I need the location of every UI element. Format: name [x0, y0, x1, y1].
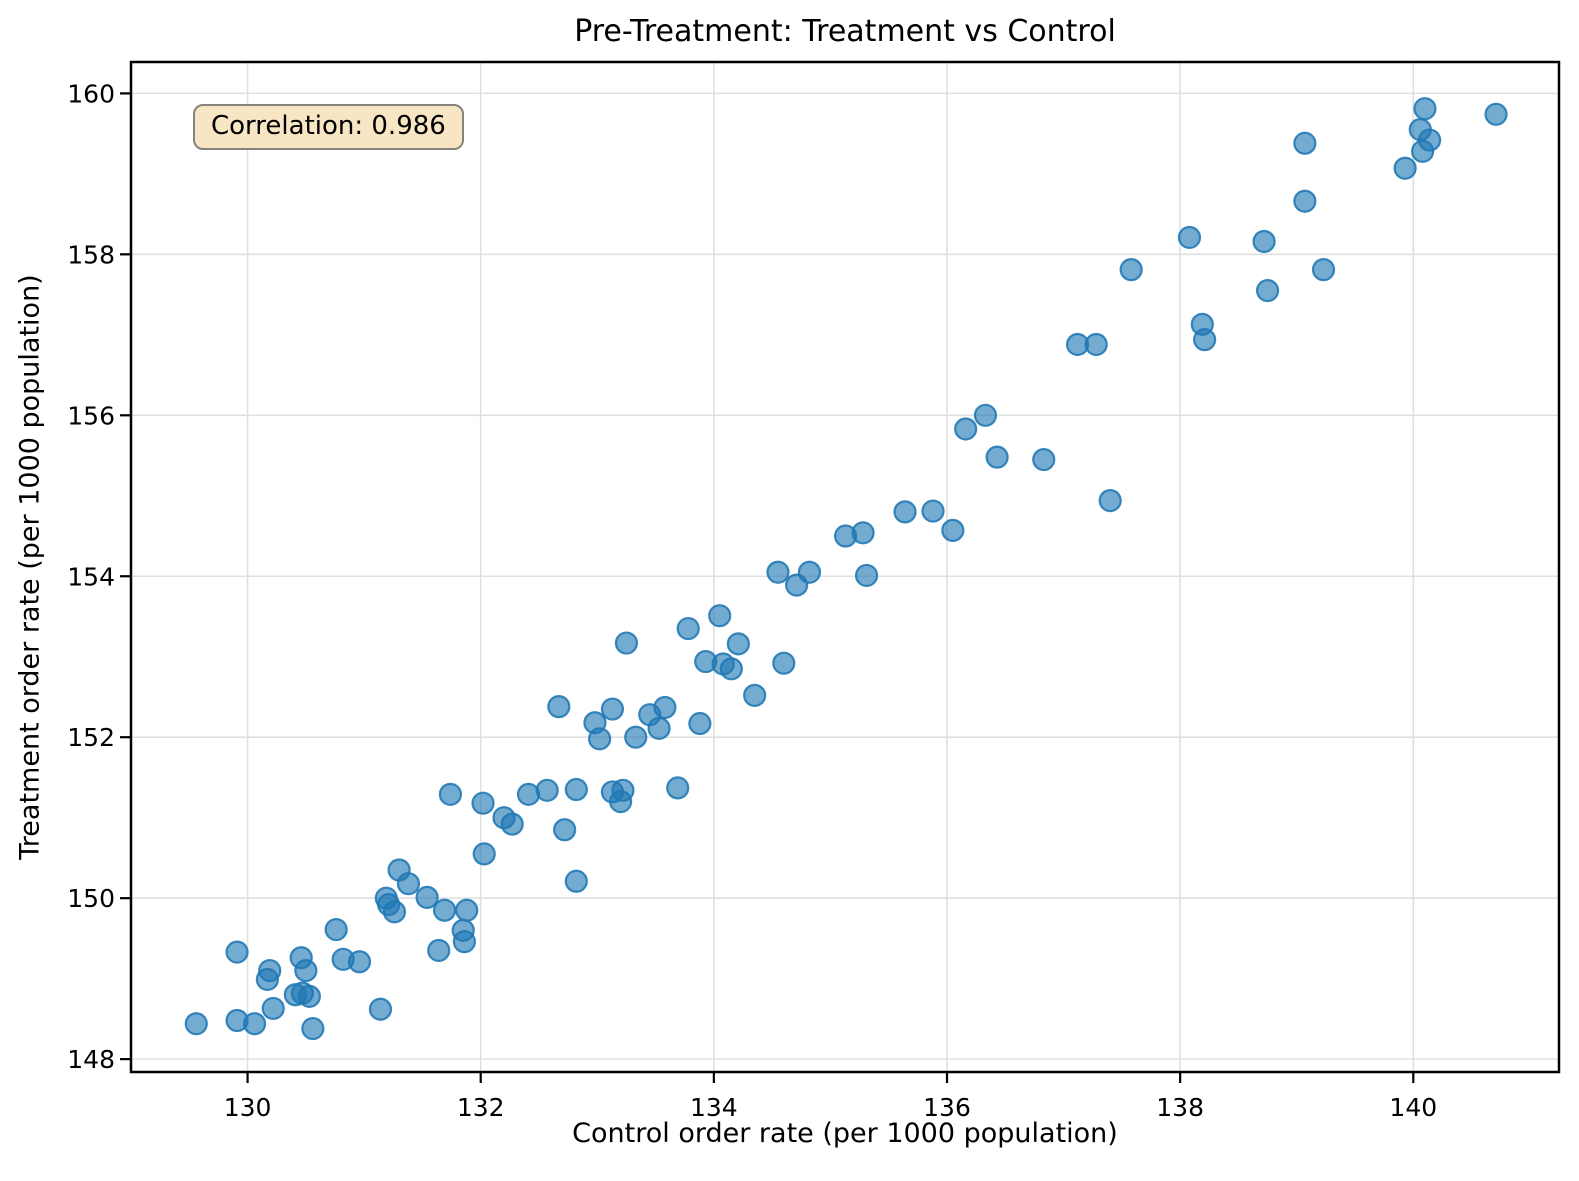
data-point [941, 518, 965, 542]
data-point [225, 940, 249, 964]
x-axis-label: Control order rate (per 1000 population) [572, 1118, 1118, 1149]
y-tick-label: 158 [67, 240, 115, 269]
x-tick-label: 140 [1389, 1093, 1437, 1122]
data-point [242, 1012, 267, 1036]
y-tick-label: 160 [67, 79, 115, 108]
data-point [1098, 489, 1122, 513]
data-point [1177, 225, 1202, 250]
x-tick-label: 132 [457, 1093, 505, 1122]
x-tick-label: 134 [690, 1093, 738, 1122]
data-point [1032, 447, 1056, 472]
data-point [535, 778, 559, 802]
data-point [347, 950, 372, 974]
data-point [1418, 128, 1442, 152]
data-point [688, 711, 712, 736]
data-point [438, 782, 463, 806]
data-point [368, 997, 393, 1021]
data-point [797, 560, 822, 584]
data-point [1252, 229, 1276, 254]
data-point [708, 604, 732, 628]
x-tick-label: 138 [1156, 1093, 1204, 1122]
data-point [564, 777, 588, 802]
data-point [547, 695, 571, 719]
data-point [500, 812, 524, 836]
data-point [676, 616, 700, 641]
data-point [1393, 156, 1417, 180]
data-point [1084, 332, 1108, 357]
data-point [851, 521, 875, 545]
data-point [1255, 278, 1280, 303]
data-point [396, 872, 421, 896]
data-point [954, 417, 978, 441]
x-tick-label: 136 [923, 1093, 971, 1122]
data-point [472, 842, 496, 866]
data-point [452, 930, 476, 954]
data-point [921, 499, 945, 523]
data-point [553, 818, 577, 842]
plot-area: 130 132 134 136 138 140 148 150 152 154 156 158 160 [67, 60, 1561, 1122]
data-point [261, 996, 285, 1021]
data-point [985, 445, 1009, 469]
data-point [647, 716, 671, 740]
data-point [588, 727, 612, 751]
data-point [516, 782, 541, 806]
data-point [184, 1012, 208, 1036]
data-point [427, 938, 451, 963]
data-point [1293, 189, 1317, 213]
data-point [653, 695, 677, 720]
data-point [666, 776, 690, 800]
y-tick-label: 148 [67, 1045, 115, 1074]
y-axis-label: Treatment order rate (per 1000 populatio… [14, 274, 46, 860]
data-point [564, 869, 588, 893]
data-point [1413, 97, 1437, 121]
data-point [294, 958, 318, 983]
data-point [609, 789, 633, 814]
data-point [1119, 258, 1143, 282]
y-tick-label: 156 [67, 401, 115, 430]
data-point [1293, 131, 1317, 155]
data-point [324, 917, 348, 942]
data-point [854, 563, 879, 588]
y-tick-label: 152 [67, 723, 115, 752]
data-point [382, 900, 407, 924]
correlation-annotation: Correlation: 0.986 [193, 104, 464, 150]
data-point [772, 651, 796, 675]
data-point [1311, 258, 1336, 282]
data-point [973, 403, 998, 427]
chart-title: Pre-Treatment: Treatment vs Control [574, 14, 1116, 49]
y-tick-label: 154 [67, 562, 115, 591]
data-point [471, 791, 495, 815]
data-point [1193, 328, 1217, 352]
data-point [719, 657, 743, 681]
data-point [624, 725, 648, 749]
data-point [1484, 102, 1508, 126]
axes-frame [129, 60, 1561, 1074]
data-point [455, 898, 479, 922]
scatter-plot-canvas: 130 132 134 136 138 140 148 150 152 154 156 158 160 [67, 60, 1561, 1122]
data-point [415, 885, 439, 909]
data-point [766, 560, 790, 584]
data-point [726, 632, 750, 656]
data-point [432, 898, 457, 922]
data-point [297, 984, 321, 1008]
data-point [301, 1016, 325, 1041]
data-point [600, 697, 625, 721]
data-point [614, 631, 639, 655]
data-point [255, 967, 279, 992]
y-tick-label: 150 [67, 884, 115, 913]
data-point [893, 500, 917, 524]
x-tick-label: 130 [224, 1093, 272, 1122]
data-point [743, 683, 767, 707]
